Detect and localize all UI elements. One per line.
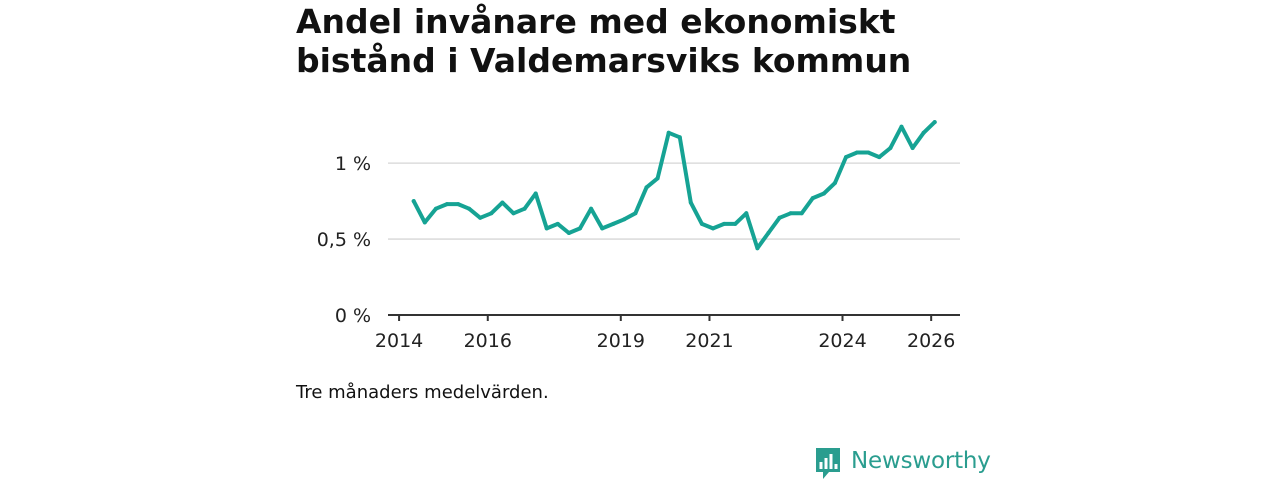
- brand-name: Newsworthy: [851, 448, 991, 474]
- data-point: [544, 226, 549, 231]
- series-layer: [411, 120, 937, 251]
- data-point: [755, 246, 760, 251]
- brand-logo: Newsworthy: [814, 446, 991, 480]
- data-point: [456, 202, 461, 207]
- x-axis: [388, 314, 960, 321]
- data-point: [799, 211, 804, 216]
- x-axis-labels: 2014 2016 2019 2021 2024 2026: [375, 330, 955, 352]
- data-point: [788, 211, 793, 216]
- x-tick-label: 2024: [818, 330, 866, 352]
- y-axis-labels: 0 % 0,5 % 1 %: [317, 153, 371, 327]
- data-point: [611, 221, 616, 226]
- data-point: [644, 185, 649, 190]
- data-point: [733, 221, 738, 226]
- data-point: [467, 206, 472, 211]
- data-point: [711, 226, 715, 231]
- data-point: [722, 221, 727, 226]
- y-tick-label: 0 %: [335, 305, 371, 327]
- data-point: [677, 135, 682, 140]
- data-point: [855, 150, 860, 155]
- data-point: [600, 226, 605, 231]
- data-point: [766, 231, 771, 235]
- data-point: [821, 191, 826, 196]
- data-point: [688, 200, 693, 205]
- chart-title: Andel invånare med ekonomiskt bistånd i …: [296, 2, 912, 80]
- data-point: [844, 155, 848, 160]
- data-point: [445, 202, 449, 207]
- data-point: [877, 155, 882, 160]
- data-point: [699, 221, 704, 226]
- x-tick-label: 2019: [597, 330, 645, 352]
- footnote: Tre månaders medelvärden.: [296, 382, 549, 403]
- data-point: [888, 146, 893, 150]
- gridlines: [388, 162, 960, 240]
- data-point: [433, 206, 438, 211]
- data-point: [578, 226, 582, 231]
- data-point: [489, 211, 494, 216]
- data-point: [666, 130, 671, 135]
- newsworthy-logo-icon: [816, 448, 840, 479]
- data-point: [655, 176, 660, 181]
- data-point: [533, 191, 538, 196]
- data-point: [833, 180, 837, 185]
- data-point: [744, 211, 749, 216]
- x-tick-label: 2026: [907, 330, 955, 352]
- x-tick-label: 2021: [685, 330, 733, 352]
- series-line: [411, 120, 937, 251]
- data-point: [411, 199, 416, 204]
- data-point: [633, 211, 638, 216]
- data-point: [622, 217, 627, 222]
- data-point: [478, 215, 483, 220]
- x-tick-label: 2016: [464, 330, 512, 352]
- data-point: [921, 130, 926, 135]
- data-point: [866, 150, 871, 155]
- y-tick-label: 0,5 %: [317, 229, 371, 251]
- y-tick-label: 1 %: [335, 153, 371, 175]
- data-point: [777, 215, 782, 220]
- data-point: [500, 200, 505, 205]
- data-point: [422, 220, 427, 225]
- data-point: [932, 120, 937, 125]
- data-point: [511, 211, 516, 216]
- data-point: [555, 221, 560, 226]
- data-point: [910, 146, 915, 150]
- data-point: [589, 206, 594, 211]
- data-point: [522, 206, 527, 211]
- x-tick-label: 2014: [375, 330, 423, 352]
- data-point: [899, 124, 904, 129]
- data-point: [810, 196, 815, 201]
- data-point: [566, 231, 571, 235]
